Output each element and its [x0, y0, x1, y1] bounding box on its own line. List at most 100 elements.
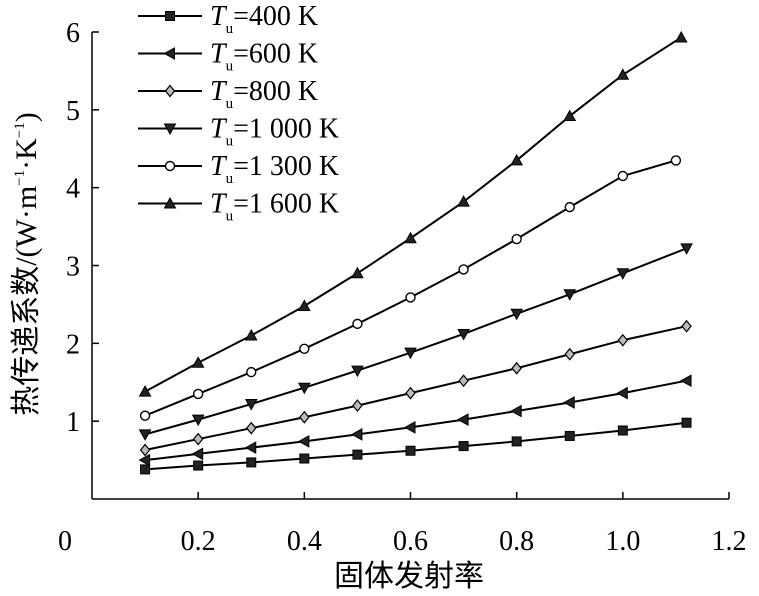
data-point [404, 231, 417, 244]
data-point [405, 445, 416, 456]
legend-label: Tu=800 K [210, 76, 318, 112]
legend-item: Tu=800 K [138, 76, 318, 112]
x-tick-label: 1.0 [605, 526, 640, 557]
data-point [458, 441, 469, 452]
series-2 [138, 374, 692, 467]
y-tick-label: 1 [66, 407, 80, 438]
data-point [246, 366, 257, 378]
legend-marker [164, 160, 176, 172]
x-tick-label: 0.4 [287, 526, 322, 557]
data-point [511, 436, 522, 447]
data-point [563, 109, 577, 122]
data-point [458, 374, 469, 388]
data-point [405, 292, 416, 303]
data-point [193, 460, 204, 471]
data-point [191, 414, 205, 427]
legend-item: Tu=1 600 K [138, 189, 339, 225]
legend-label: Tu=600 K [210, 39, 318, 75]
data-point [457, 195, 470, 207]
legend-label: Tu=1 600 K [210, 189, 339, 225]
legend-item: Tu=400 K [138, 1, 318, 37]
legend-marker [165, 11, 175, 21]
y-tick-label: 4 [66, 174, 80, 205]
x-tick-label: 0.8 [499, 526, 534, 557]
data-point [139, 443, 151, 457]
y-tick-label: 5 [66, 96, 80, 127]
x-tick-label: 0.6 [393, 526, 428, 557]
series-4 [138, 243, 693, 441]
series-5 [139, 155, 682, 421]
data-point [564, 430, 575, 441]
y-tick-label: 6 [66, 18, 80, 49]
data-point [617, 425, 628, 436]
data-point [510, 404, 522, 418]
legend-marker [163, 196, 177, 209]
data-point [138, 385, 152, 397]
series-line [144, 247, 687, 436]
data-point [510, 308, 524, 321]
legend-marker [163, 123, 177, 136]
data-point [246, 457, 257, 468]
data-point [244, 329, 258, 341]
legend-label: Tu=1 300 K [210, 151, 339, 187]
x-axis-label: 固体发射率 [334, 560, 484, 593]
data-point [351, 365, 364, 378]
data-point [299, 343, 310, 354]
y-axis-ticks: 1 2 3 4 5 6 [66, 18, 99, 438]
data-point [457, 413, 469, 426]
data-point [403, 421, 416, 434]
data-point [457, 328, 470, 341]
data-point [616, 268, 630, 280]
data-point [350, 428, 363, 441]
data-point [674, 30, 688, 43]
data-point [191, 447, 204, 461]
data-point [511, 233, 522, 245]
data-point [192, 388, 204, 400]
legend-item: Tu=600 K [138, 39, 318, 75]
data-point [139, 410, 151, 421]
data-point [616, 386, 628, 400]
data-point [299, 410, 310, 424]
series-layer [138, 30, 693, 475]
data-point [140, 464, 151, 475]
data-point [510, 153, 524, 166]
legend-marker [164, 84, 176, 98]
series-line [145, 421, 687, 471]
data-point [564, 347, 576, 361]
legend: Tu=400 KTu=600 KTu=800 KTu=1 000 KTu=1 3… [138, 1, 339, 225]
data-point [299, 453, 310, 464]
y-tick-label: 3 [66, 252, 80, 283]
y-axis-label: 热传递系数/(W·m−1·K−1) [10, 112, 43, 416]
series-3 [139, 319, 692, 457]
data-point [352, 318, 363, 330]
data-point [352, 399, 363, 413]
data-point [297, 299, 311, 311]
data-point [564, 201, 575, 213]
data-point [297, 382, 311, 395]
legend-item: Tu=1 300 K [138, 151, 339, 187]
data-point [563, 289, 577, 301]
data-point [670, 155, 682, 166]
data-point [404, 347, 417, 360]
data-point [191, 356, 205, 368]
data-point [511, 361, 522, 375]
legend-label: Tu=1 000 K [210, 114, 339, 150]
data-point [680, 243, 693, 255]
data-point [563, 396, 575, 409]
data-point [351, 266, 364, 279]
data-point [138, 429, 152, 441]
data-point [245, 421, 257, 435]
data-point [617, 170, 629, 182]
data-point [679, 374, 692, 388]
x-tick-label: 0.2 [181, 526, 216, 557]
x-axis-ticks: 0 0.2 0.4 0.6 0.8 1.0 1.2 [58, 492, 747, 557]
data-point [458, 264, 469, 275]
data-point [192, 432, 204, 446]
y-tick-label: 2 [66, 329, 80, 360]
data-point [138, 453, 151, 467]
data-point [352, 449, 363, 460]
legend-item: Tu=1 000 K [138, 114, 339, 150]
series-6 [138, 30, 688, 397]
legend-marker [163, 47, 175, 60]
